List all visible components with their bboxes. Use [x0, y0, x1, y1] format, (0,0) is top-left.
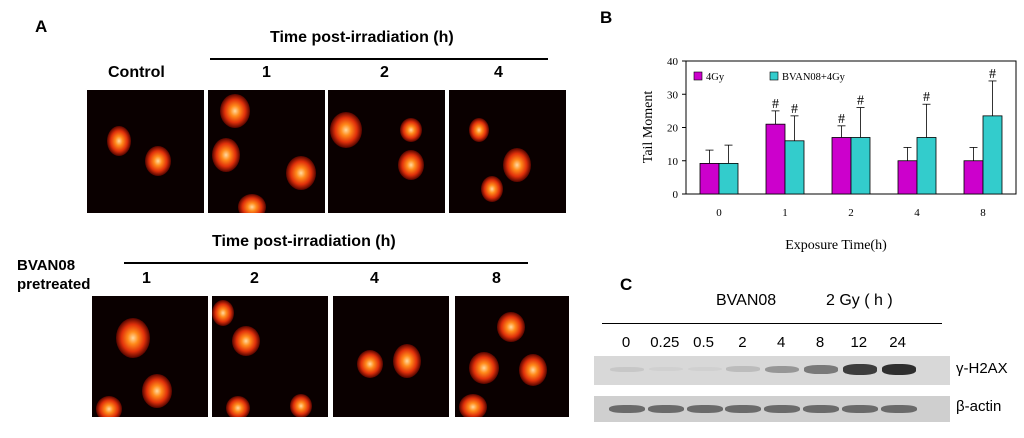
label-top-4: 4: [494, 64, 503, 81]
x-tick-label-3: 4: [914, 207, 920, 219]
bar-bvan08-4gy-1: [784, 140, 805, 195]
h2ax-band-4: [765, 365, 800, 373]
y-tick-label-4: 40: [667, 56, 679, 68]
panel-a-letter: A: [35, 17, 48, 36]
lane-label-0: 0: [621, 334, 631, 351]
y-axis-label: Tail Moment: [641, 91, 656, 164]
actin-band-2: [686, 405, 723, 413]
treatment-label: BVAN08: [716, 292, 777, 309]
x-tick-label-4: 8: [980, 207, 986, 219]
comet-image-pretreated-8h: [455, 296, 569, 417]
x-axis-label: Exposure Time(h): [785, 238, 887, 253]
legend-label-1: BVAN08+4Gy: [782, 72, 846, 83]
h2ax-blot: [594, 356, 950, 385]
top-time-header: Time post-irradiation (h): [270, 29, 454, 46]
comet-image-pretreated-2h: [212, 296, 328, 417]
panel-c-letter: C: [620, 275, 633, 294]
significance-mark-1-4: #: [989, 67, 996, 82]
lane-label-3: 2: [738, 334, 747, 351]
blot-header-line: [602, 323, 942, 324]
significance-mark-0-2: #: [838, 112, 845, 127]
bar-4gy-8: [963, 160, 984, 195]
h2ax-band-1: [648, 366, 683, 372]
lane-label-5: 8: [815, 334, 825, 351]
lane-label-7: 24: [889, 334, 906, 351]
h2ax-band-6: [842, 364, 877, 375]
x-tick-label-0: 0: [716, 207, 722, 219]
dose-label: 2 Gy ( h ): [826, 292, 893, 309]
bar-4gy-0: [699, 163, 720, 195]
actin-band-7: [880, 405, 917, 413]
h2ax-band-2: [687, 366, 722, 372]
actin-label: β-actin: [956, 398, 1002, 415]
significance-mark-1-3: #: [923, 90, 930, 105]
actin-band-1: [647, 405, 684, 413]
y-tick-label-0: 0: [673, 189, 679, 201]
significance-mark-1-1: #: [791, 102, 798, 117]
actin-blot: [594, 396, 950, 422]
label-bottom-4: 4: [370, 270, 379, 287]
comet-image-1h: [208, 90, 325, 213]
bottom-time-header: Time post-irradiation (h): [212, 233, 396, 250]
bar-4gy-4: [897, 160, 918, 195]
top-header-line: [210, 58, 548, 60]
actin-band-0: [609, 405, 645, 413]
comet-image-2h: [328, 90, 445, 213]
comet-image-pretreated-1h: [92, 296, 208, 417]
h2ax-band-5: [804, 365, 838, 374]
actin-band-5: [803, 405, 839, 413]
legend-swatch-1: [769, 71, 779, 81]
actin-band-4: [764, 405, 801, 413]
h2ax-label: γ-H2AX: [956, 360, 1008, 377]
lane-label-6: 12: [850, 334, 868, 351]
actin-band-6: [841, 405, 878, 413]
legend-swatch-0: [693, 71, 703, 81]
comet-image-control: [87, 90, 204, 213]
bottom-header-line: [124, 262, 528, 264]
comet-image-pretreated-4h: [333, 296, 449, 417]
x-tick-label-1: 1: [782, 207, 788, 219]
panel-b-letter: B: [600, 8, 613, 27]
bar-4gy-2: [831, 137, 852, 195]
significance-mark-0-1: #: [772, 97, 779, 112]
tail-moment-chart: Tail Moment Exposure Time(h) 0 10 20 30 40 0 1…: [641, 56, 1017, 253]
legend-label-0: 4Gy: [706, 72, 725, 83]
bar-bvan08-4gy-2: [850, 137, 871, 195]
label-top-1: 1: [262, 64, 271, 81]
lane-label-2: 0.5: [693, 334, 715, 351]
bar-bvan08-4gy-8: [982, 115, 1003, 195]
label-control: Control: [108, 64, 165, 81]
y-tick-label-3: 30: [667, 89, 679, 101]
label-bottom-8: 8: [492, 270, 501, 287]
significance-mark-1-2: #: [857, 94, 864, 109]
label-bottom-2: 2: [250, 270, 259, 287]
bar-bvan08-4gy-0: [718, 163, 739, 195]
actin-band-3: [725, 405, 762, 413]
y-tick-label-1: 10: [667, 156, 679, 168]
label-bottom-1: 1: [142, 270, 151, 287]
h2ax-band-7: [881, 364, 916, 375]
h2ax-band-0: [610, 366, 644, 372]
lane-label-4: 4: [777, 334, 786, 351]
label-top-2: 2: [380, 64, 389, 81]
lane-label-1: 0.25: [650, 334, 680, 351]
label-pretreated: pretreated: [17, 276, 91, 293]
label-bvan08: BVAN08: [17, 257, 76, 274]
y-tick-label-2: 20: [667, 123, 679, 135]
bar-4gy-1: [765, 123, 786, 195]
x-tick-label-2: 2: [848, 207, 854, 219]
bar-bvan08-4gy-4: [916, 137, 937, 195]
comet-image-4h: [449, 90, 566, 213]
h2ax-band-3: [726, 366, 761, 372]
